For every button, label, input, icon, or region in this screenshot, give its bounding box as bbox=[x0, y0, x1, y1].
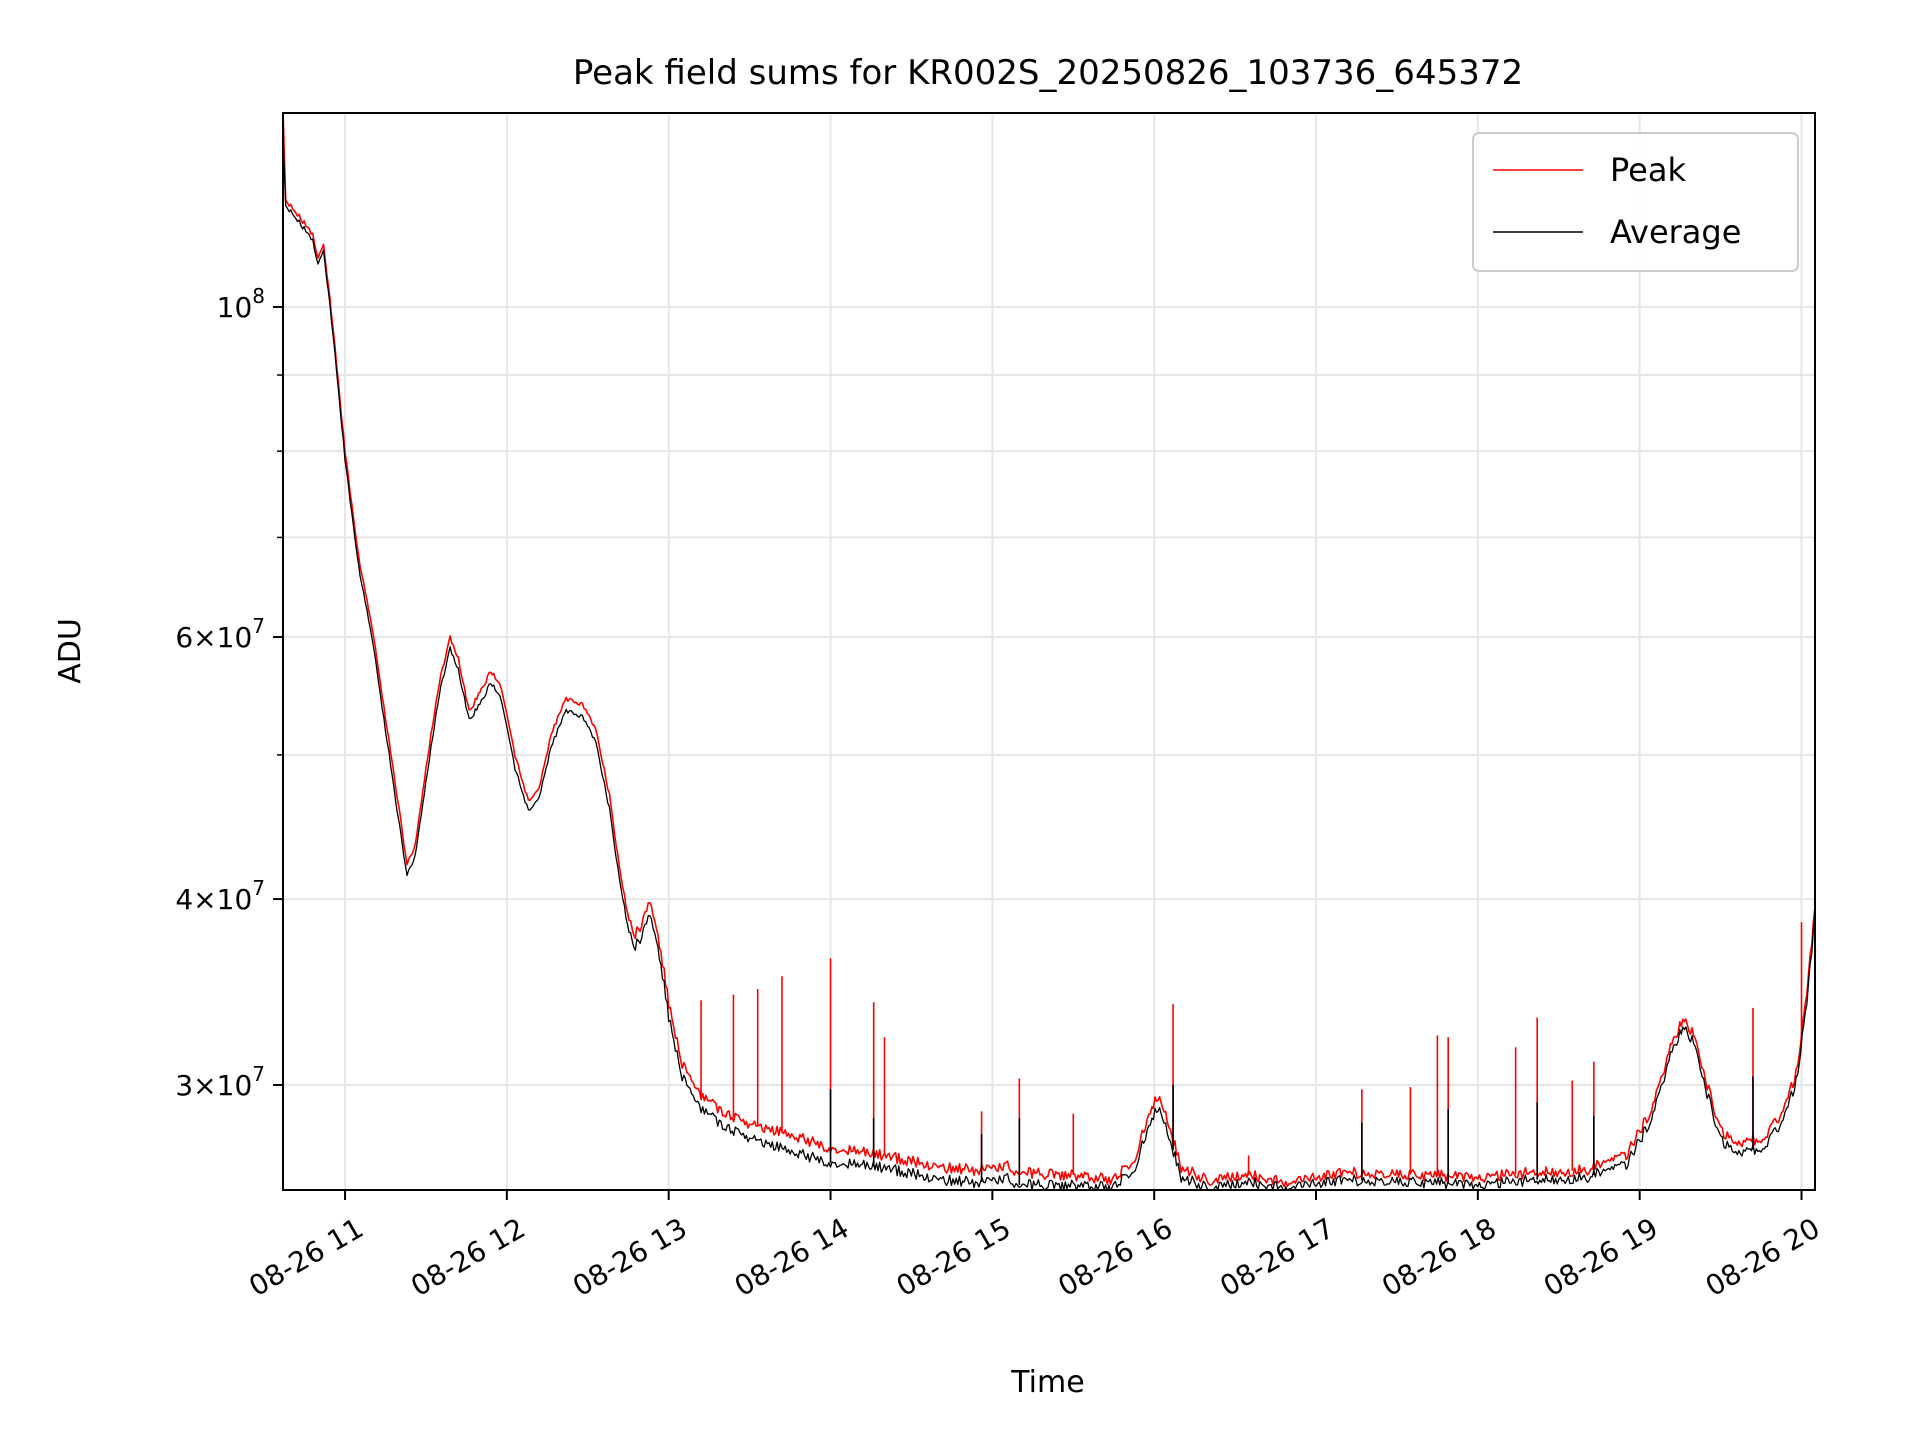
y-tick-label-exponent: 8 bbox=[252, 284, 265, 308]
y-axis-label: ADU bbox=[53, 618, 88, 684]
y-tick-label-exponent: 7 bbox=[252, 614, 265, 638]
y-tick-label-base: 6 bbox=[175, 621, 193, 654]
y-tick-label-exponent: 7 bbox=[252, 1062, 265, 1086]
grid bbox=[283, 113, 1815, 1190]
y-tick-label: 108 bbox=[217, 284, 265, 324]
x-axis-label: Time bbox=[1010, 1365, 1084, 1400]
legend: Peak Average bbox=[1472, 132, 1799, 272]
chart-title: Peak field sums for KR002S_20250826_1037… bbox=[573, 53, 1523, 93]
y-tick-label-exponent: 7 bbox=[252, 876, 265, 900]
y-tick-label-base: 4 bbox=[175, 883, 193, 916]
legend-label-average: Average bbox=[1610, 213, 1741, 251]
y-axis: 3×107 4×107 6×107 108 bbox=[175, 284, 283, 1102]
series-layer bbox=[283, 113, 1815, 1190]
y-tick-label: 6×107 bbox=[175, 614, 265, 654]
legend-label-peak: Peak bbox=[1610, 151, 1686, 189]
plot-frame bbox=[282, 112, 1816, 1191]
y-tick-label: 4×107 bbox=[175, 876, 265, 916]
y-tick-label-base: 3 bbox=[175, 1069, 193, 1102]
y-tick-label: 3×107 bbox=[175, 1062, 265, 1102]
series-line-average bbox=[283, 134, 1815, 1190]
legend-box bbox=[1472, 132, 1799, 272]
series-line-peak bbox=[283, 113, 1815, 1188]
